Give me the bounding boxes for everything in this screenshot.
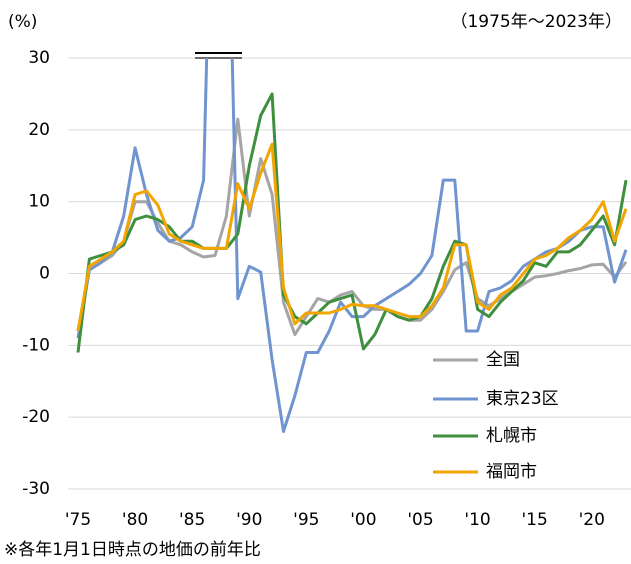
- x-tick-label: '85: [179, 510, 205, 530]
- y-tick-label: 10: [28, 192, 50, 212]
- x-tick-label: '00: [350, 510, 376, 530]
- y-tick-label: -20: [22, 407, 50, 427]
- y-tick-label: 30: [28, 48, 50, 68]
- x-tick-label: '95: [293, 510, 319, 530]
- series-line: [76, 117, 628, 337]
- y-tick-label: 20: [28, 120, 50, 140]
- x-tick-label: '15: [522, 510, 548, 530]
- series-line: [76, 92, 628, 353]
- x-tick-label: '10: [464, 510, 490, 530]
- x-tick-label: '20: [579, 510, 605, 530]
- y-unit-label: (%): [8, 12, 37, 32]
- footnote: ※各年1月1日時点の地価の前年比: [4, 540, 261, 560]
- legend-label: 福岡市: [486, 462, 537, 482]
- y-tick-label: 0: [39, 264, 50, 284]
- x-tick-label: '05: [407, 510, 433, 530]
- legend-label: 札幌市: [486, 426, 537, 446]
- legend-label: 東京23区: [486, 389, 559, 409]
- plot-lines: [76, 58, 628, 433]
- y-tick-label: -10: [22, 335, 50, 355]
- legend-label: 全国: [486, 350, 520, 370]
- x-tick-label: '75: [65, 510, 91, 530]
- y-tick-label: -30: [22, 479, 50, 499]
- x-tick-label: '90: [236, 510, 262, 530]
- series-line: [76, 142, 628, 332]
- series-line: [76, 58, 628, 433]
- subtitle: （1975年～2023年）: [450, 12, 622, 32]
- x-tick-label: '80: [122, 510, 148, 530]
